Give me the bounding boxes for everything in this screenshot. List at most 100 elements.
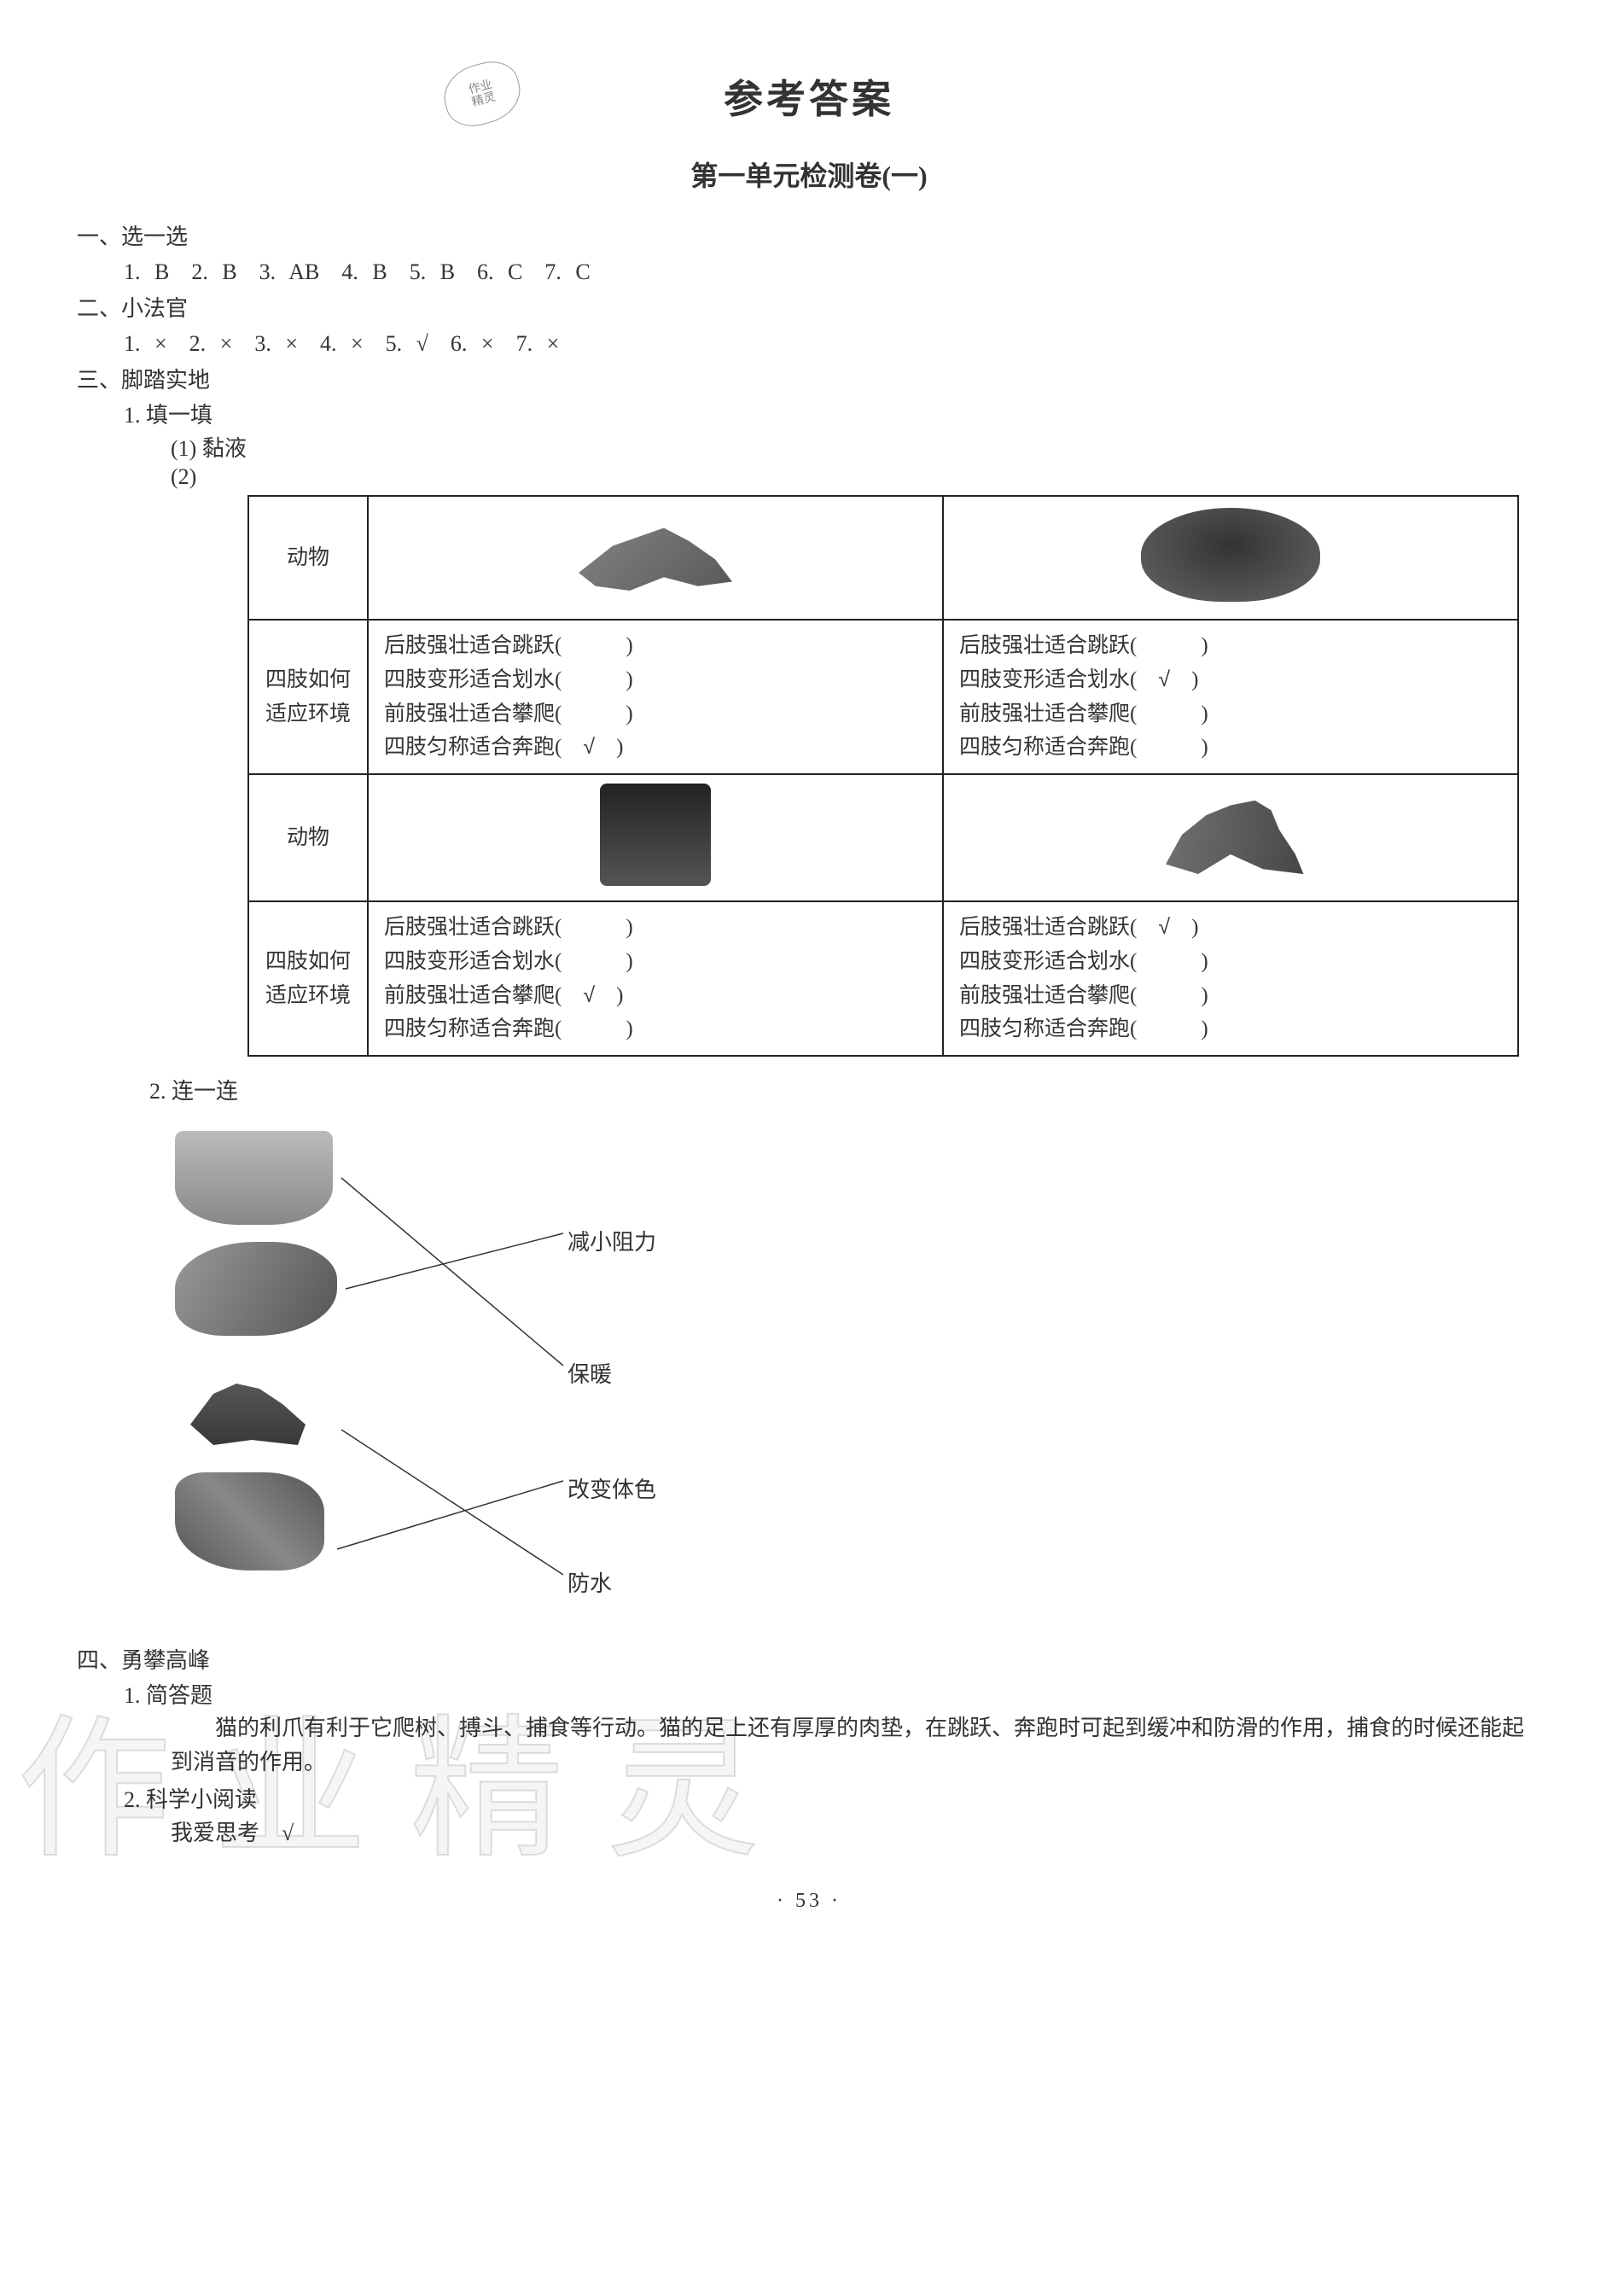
option-text: 四肢匀称适合奔跑: [959, 1017, 1130, 1040]
check-mark: √: [1158, 915, 1170, 939]
paren-close: ): [1179, 702, 1208, 726]
check-mark: [1158, 633, 1179, 657]
ape-image: [600, 784, 711, 886]
paren-close: ): [1179, 634, 1208, 657]
table-row: 四肢如何适应环境 后肢强壮适合跳跃( )四肢变形适合划水( )前肢强壮适合攀爬(…: [248, 901, 1518, 1056]
option-text: 后肢强壮适合跳跃: [959, 634, 1130, 657]
paren-open: (: [1130, 634, 1158, 657]
table-row: 四肢如何适应环境 后肢强壮适合跳跃( )四肢变形适合划水( )前肢强壮适合攀爬(…: [248, 620, 1518, 774]
paren-close: ): [604, 916, 632, 939]
paren-close: ): [604, 702, 632, 726]
section-1-answers: 1. B 2. B 3. AB 4. B 5. B 6. C 7. C: [124, 254, 1541, 286]
option-row: 四肢变形适合划水( ): [384, 663, 927, 697]
paren-open: (: [1130, 984, 1158, 1007]
option-row: 四肢匀称适合奔跑( √ ): [384, 731, 927, 765]
check-mark: [1158, 735, 1179, 759]
option-row: 后肢强壮适合跳跃( √ ): [959, 911, 1502, 945]
check-mark: √: [583, 735, 595, 759]
option-text: 四肢变形适合划水: [959, 668, 1130, 691]
option-text: 后肢强壮适合跳跃: [959, 916, 1130, 939]
paren-close: ): [1179, 984, 1208, 1007]
section-4-item-1: 1. 简答题: [124, 1678, 1541, 1710]
option-row: 后肢强壮适合跳跃( ): [384, 911, 927, 945]
check-mark: [583, 949, 604, 973]
paren-open: (: [555, 950, 583, 973]
check-mark: √: [1158, 667, 1170, 691]
option-text: 四肢匀称适合奔跑: [384, 1017, 555, 1040]
paren-open: (: [1130, 668, 1158, 691]
section-2-answers: 1. × 2. × 3. × 4. × 5. √ 6. × 7. ×: [124, 326, 1541, 358]
options-cell-1: 后肢强壮适合跳跃( )四肢变形适合划水( √ )前肢强壮适合攀爬( )四肢匀称适…: [943, 620, 1518, 774]
paren-open: (: [1130, 916, 1158, 939]
paren-close: ): [604, 1017, 632, 1040]
kangaroo-image: [1149, 786, 1312, 884]
sub-title: 第一单元检测卷(一): [77, 154, 1541, 194]
connect-label-1: 保暖: [567, 1357, 612, 1389]
section-4-item-2: 2. 科学小阅读: [124, 1782, 1541, 1814]
connect-label-0: 减小阻力: [567, 1225, 656, 1256]
options-cell-2: 后肢强壮适合跳跃( )四肢变形适合划水( )前肢强壮适合攀爬( √ )四肢匀称适…: [368, 901, 943, 1056]
row-header-adapt-2: 四肢如何适应环境: [248, 901, 368, 1056]
paren-close: ): [1179, 950, 1208, 973]
connect-line: [337, 1481, 563, 1549]
option-text: 四肢变形适合划水: [384, 950, 555, 973]
connect-line: [341, 1178, 563, 1366]
paren-open: (: [1130, 950, 1158, 973]
section-3-item-1-1: (1) 黏液: [171, 431, 1541, 463]
paren-close: ): [604, 634, 632, 657]
paren-open: (: [555, 702, 583, 726]
paren-open: (: [555, 634, 583, 657]
section-4-body: 猫的利爪有利于它爬树、搏斗、捕食等行动。猫的足上还有厚厚的肉垫，在跳跃、奔跑时可…: [171, 1711, 1541, 1780]
option-row: 前肢强壮适合攀爬( ): [959, 697, 1502, 731]
paren-close: ): [1170, 916, 1198, 939]
connect-label-2: 改变体色: [567, 1472, 656, 1504]
option-row: 后肢强壮适合跳跃( ): [959, 629, 1502, 663]
chameleon-image: [175, 1472, 324, 1570]
check-mark: [1158, 983, 1179, 1007]
section-3-item-2: 2. 连一连: [149, 1074, 1541, 1105]
row-header-animal: 动物: [248, 496, 368, 620]
connect-line: [346, 1233, 563, 1289]
option-row: 四肢匀称适合奔跑( ): [384, 1012, 927, 1046]
paren-close: ): [595, 984, 623, 1007]
table-row: 动物: [248, 774, 1518, 901]
option-row: 四肢变形适合划水( ): [384, 945, 927, 979]
section-2-heading: 二、小法官: [77, 291, 1541, 323]
row-header-animal-2: 动物: [248, 774, 368, 901]
duck-image: [175, 1353, 329, 1455]
paren-open: (: [1130, 1017, 1158, 1040]
section-4-heading: 四、勇攀高峰: [77, 1643, 1541, 1675]
dolphin-image: [175, 1242, 337, 1336]
check-mark: [1158, 702, 1179, 726]
check-mark: [583, 915, 604, 939]
section-3-item-1-2: (2): [171, 464, 1541, 490]
paren-close: ): [595, 736, 623, 759]
option-text: 四肢匀称适合奔跑: [959, 736, 1130, 759]
option-text: 前肢强壮适合攀爬: [384, 702, 555, 726]
bear-image: [175, 1131, 333, 1225]
antelope-image: [570, 510, 741, 600]
option-row: 四肢匀称适合奔跑( ): [959, 1012, 1502, 1046]
option-row: 四肢变形适合划水( ): [959, 945, 1502, 979]
paren-open: (: [555, 916, 583, 939]
paren-open: (: [555, 668, 583, 691]
animal-cell-1: [943, 496, 1518, 620]
main-title: 参考答案: [77, 68, 1541, 125]
table-row: 动物: [248, 496, 1518, 620]
connect-label-3: 防水: [567, 1566, 612, 1598]
option-row: 四肢匀称适合奔跑( ): [959, 731, 1502, 765]
section-1-heading: 一、选一选: [77, 219, 1541, 251]
connect-left-column: [175, 1131, 337, 1588]
paren-open: (: [1130, 736, 1158, 759]
paren-open: (: [1130, 702, 1158, 726]
paren-open: (: [555, 1017, 583, 1040]
section-3-item-1: 1. 填一填: [124, 398, 1541, 429]
option-row: 后肢强壮适合跳跃( ): [384, 629, 927, 663]
check-mark: √: [583, 983, 595, 1007]
section-3-heading: 三、脚踏实地: [77, 363, 1541, 394]
option-text: 四肢匀称适合奔跑: [384, 736, 555, 759]
option-row: 前肢强壮适合攀爬( ): [959, 979, 1502, 1013]
paren-open: (: [555, 736, 583, 759]
check-mark: [583, 633, 604, 657]
section-4-item-2-answer: 我爱思考 √: [171, 1815, 1541, 1847]
